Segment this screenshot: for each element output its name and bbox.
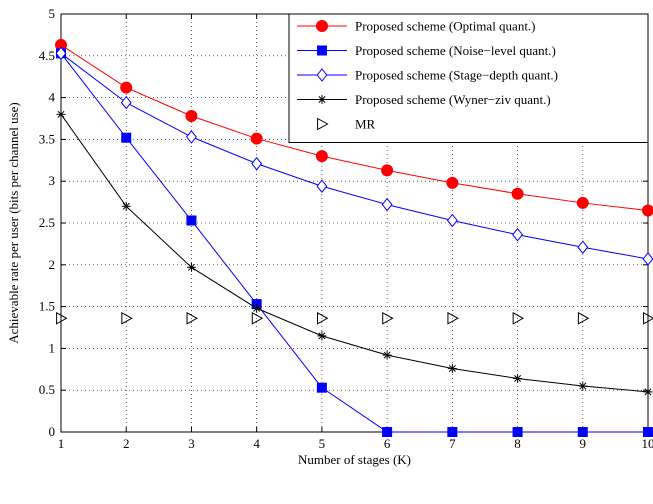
x-tick-label: 10 <box>642 436 653 451</box>
data-point <box>186 262 196 272</box>
data-point <box>447 427 458 437</box>
data-point <box>577 427 588 437</box>
x-axis-label: Number of stages (K) <box>298 452 411 467</box>
data-point <box>185 109 198 122</box>
data-point <box>642 252 653 266</box>
data-point <box>643 387 653 397</box>
data-point <box>251 156 263 171</box>
legend-marker <box>316 68 328 82</box>
data-point <box>315 150 328 163</box>
data-point <box>512 311 525 325</box>
legend-marker <box>317 95 327 104</box>
y-tick-label: 3.5 <box>39 131 55 146</box>
data-point <box>186 215 197 226</box>
y-tick-label: 0 <box>49 424 56 439</box>
legend-label: Proposed scheme (Noise−level quant.) <box>355 43 556 58</box>
data-point <box>512 227 523 242</box>
data-point <box>252 303 262 313</box>
data-point <box>250 132 263 145</box>
data-point <box>121 311 133 325</box>
legend-item: MR <box>317 117 376 132</box>
y-tick-label: 4.5 <box>39 48 55 63</box>
y-tick-label: 0.5 <box>39 382 55 397</box>
y-tick-label: 1 <box>49 340 56 355</box>
data-point <box>447 311 459 325</box>
data-point <box>120 95 132 110</box>
series-line <box>60 52 648 433</box>
data-point <box>317 331 327 341</box>
legend-label: Proposed scheme (Wyner−ziv quant.) <box>355 92 551 107</box>
data-point <box>446 213 458 228</box>
series-line <box>60 52 649 260</box>
data-point <box>56 311 68 325</box>
legend: Proposed scheme (Optimal quant.) Proposed… <box>288 13 649 143</box>
legend-label: MR <box>355 117 376 132</box>
x-tick-label: 1 <box>58 436 65 451</box>
data-point <box>56 109 66 119</box>
data-point <box>511 187 524 200</box>
data-point <box>382 350 392 360</box>
x-tick-label: 3 <box>188 436 195 451</box>
series-group <box>55 38 653 437</box>
data-point <box>186 311 198 325</box>
data-point <box>446 176 459 189</box>
data-point <box>120 81 133 94</box>
data-point <box>382 311 394 325</box>
data-point <box>316 179 328 194</box>
legend-item: Proposed scheme (Noise−level quant.) <box>297 43 556 58</box>
data-point <box>316 382 327 393</box>
legend-label: Proposed scheme (Optimal quant.) <box>355 19 536 34</box>
series-1 <box>55 38 653 217</box>
legend-item: Proposed scheme (Optimal quant.) <box>297 19 536 34</box>
data-point <box>316 311 329 325</box>
data-point <box>121 132 132 143</box>
legend-marker <box>317 117 329 131</box>
x-tick-label: 9 <box>580 436 587 451</box>
legend-marker <box>317 45 327 56</box>
series-line <box>60 44 649 211</box>
legend-label: Proposed scheme (Stage−depth quant.) <box>355 68 558 83</box>
legend-marker <box>316 20 328 32</box>
data-point <box>643 427 653 437</box>
legend-item: Proposed scheme (Stage−depth quant.) <box>297 68 558 83</box>
y-tick-label: 3 <box>49 173 56 188</box>
x-tick-label: 6 <box>384 436 391 451</box>
legend-box <box>288 13 649 143</box>
x-tick-label: 4 <box>253 436 260 451</box>
x-tick-label: 7 <box>449 436 456 451</box>
series-3 <box>55 46 653 266</box>
data-point <box>578 381 588 391</box>
y-tick-label: 1.5 <box>39 299 55 314</box>
data-point <box>512 427 523 437</box>
data-point <box>251 311 264 325</box>
y-axis-label: Achievable rate per user (bits per chann… <box>6 102 21 343</box>
data-point <box>381 164 394 177</box>
data-point <box>381 197 393 212</box>
data-point <box>186 130 197 144</box>
data-point <box>642 204 653 217</box>
data-point <box>121 201 131 211</box>
legend-item: Proposed scheme (Wyner−ziv quant.) <box>297 92 551 107</box>
x-tick-label: 2 <box>123 436 130 451</box>
data-point <box>447 363 457 373</box>
y-tick-label: 2 <box>49 257 56 272</box>
data-point <box>382 427 393 437</box>
data-point <box>577 311 590 325</box>
x-tick-label: 8 <box>514 436 521 451</box>
data-point <box>513 373 523 383</box>
data-point <box>576 196 589 209</box>
y-tick-label: 5 <box>49 6 56 21</box>
data-point <box>55 46 67 61</box>
series-4 <box>56 109 653 397</box>
y-tick-label: 2.5 <box>39 215 55 230</box>
series-line <box>60 114 649 393</box>
series-5 <box>56 311 653 325</box>
data-point <box>643 311 653 325</box>
y-tick-label: 4 <box>49 90 56 105</box>
x-tick-label: 5 <box>319 436 326 451</box>
data-point <box>577 240 589 255</box>
